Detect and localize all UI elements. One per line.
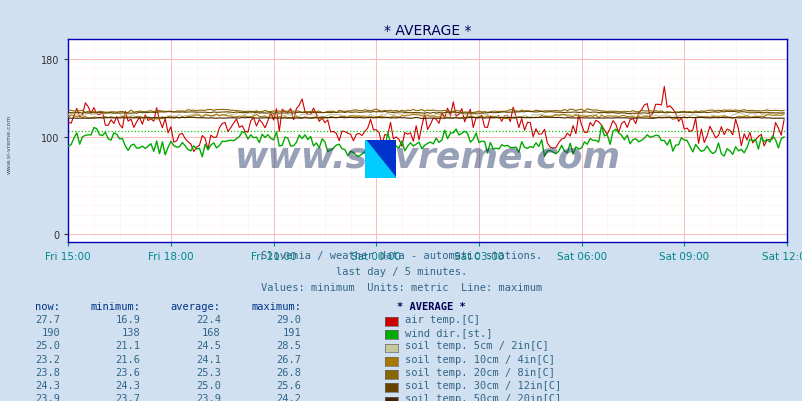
Text: soil temp. 30cm / 12in[C]: soil temp. 30cm / 12in[C] bbox=[404, 380, 561, 390]
Text: 27.7: 27.7 bbox=[35, 314, 60, 324]
Text: 22.4: 22.4 bbox=[196, 314, 221, 324]
Text: last day / 5 minutes.: last day / 5 minutes. bbox=[335, 267, 467, 277]
Text: 23.8: 23.8 bbox=[35, 367, 60, 377]
Text: * AVERAGE *: * AVERAGE * bbox=[397, 301, 466, 311]
Polygon shape bbox=[365, 140, 395, 178]
Text: 138: 138 bbox=[122, 327, 140, 337]
Text: 24.3: 24.3 bbox=[115, 380, 140, 390]
Text: 25.3: 25.3 bbox=[196, 367, 221, 377]
Text: 23.6: 23.6 bbox=[115, 367, 140, 377]
Text: 21.1: 21.1 bbox=[115, 340, 140, 350]
Bar bbox=[365, 159, 380, 178]
Text: www.si-vreme.com: www.si-vreme.com bbox=[234, 141, 620, 174]
Text: maximum:: maximum: bbox=[251, 301, 301, 311]
Text: average:: average: bbox=[171, 301, 221, 311]
Bar bbox=[380, 159, 395, 178]
Title: * AVERAGE *: * AVERAGE * bbox=[383, 24, 471, 38]
Text: Slovenia / weather data - automatic stations.: Slovenia / weather data - automatic stat… bbox=[261, 251, 541, 261]
Text: 168: 168 bbox=[202, 327, 221, 337]
Text: 23.2: 23.2 bbox=[35, 354, 60, 364]
Text: 191: 191 bbox=[282, 327, 301, 337]
Text: 25.0: 25.0 bbox=[35, 340, 60, 350]
Text: 24.1: 24.1 bbox=[196, 354, 221, 364]
Text: 26.8: 26.8 bbox=[276, 367, 301, 377]
Text: 25.6: 25.6 bbox=[276, 380, 301, 390]
Text: air temp.[C]: air temp.[C] bbox=[404, 314, 479, 324]
Text: minimum:: minimum: bbox=[91, 301, 140, 311]
Text: 29.0: 29.0 bbox=[276, 314, 301, 324]
Text: soil temp. 5cm / 2in[C]: soil temp. 5cm / 2in[C] bbox=[404, 340, 548, 350]
Text: 24.5: 24.5 bbox=[196, 340, 221, 350]
Polygon shape bbox=[365, 140, 395, 178]
Text: 23.9: 23.9 bbox=[196, 393, 221, 401]
Text: soil temp. 10cm / 4in[C]: soil temp. 10cm / 4in[C] bbox=[404, 354, 554, 364]
Text: www.si-vreme.com: www.si-vreme.com bbox=[7, 115, 12, 174]
Text: 24.3: 24.3 bbox=[35, 380, 60, 390]
Text: 25.0: 25.0 bbox=[196, 380, 221, 390]
Text: 23.9: 23.9 bbox=[35, 393, 60, 401]
Text: now:: now: bbox=[35, 301, 60, 311]
Text: 21.6: 21.6 bbox=[115, 354, 140, 364]
Text: soil temp. 50cm / 20in[C]: soil temp. 50cm / 20in[C] bbox=[404, 393, 561, 401]
Text: 26.7: 26.7 bbox=[276, 354, 301, 364]
Text: Values: minimum  Units: metric  Line: maximum: Values: minimum Units: metric Line: maxi… bbox=[261, 283, 541, 293]
Bar bbox=[380, 140, 395, 159]
Bar bbox=[365, 140, 380, 159]
Text: 16.9: 16.9 bbox=[115, 314, 140, 324]
Text: 23.7: 23.7 bbox=[115, 393, 140, 401]
Text: 190: 190 bbox=[42, 327, 60, 337]
Text: soil temp. 20cm / 8in[C]: soil temp. 20cm / 8in[C] bbox=[404, 367, 554, 377]
Text: 24.2: 24.2 bbox=[276, 393, 301, 401]
Text: 28.5: 28.5 bbox=[276, 340, 301, 350]
Text: wind dir.[st.]: wind dir.[st.] bbox=[404, 327, 492, 337]
